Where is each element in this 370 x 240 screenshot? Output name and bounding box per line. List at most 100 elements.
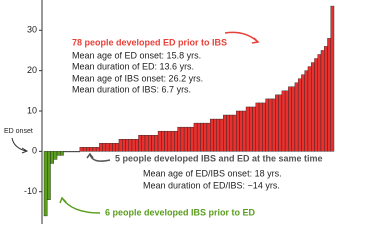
bar xyxy=(92,147,97,152)
y-tick-label: 0 xyxy=(32,146,37,156)
bar xyxy=(86,147,90,152)
y-tick-label: 10 xyxy=(27,105,37,115)
bar xyxy=(174,130,178,152)
bar xyxy=(105,143,110,152)
bar xyxy=(128,139,133,152)
bar xyxy=(200,122,204,152)
bar xyxy=(66,151,71,153)
red-arrowhead xyxy=(251,37,260,44)
bar xyxy=(108,143,113,152)
annotation-title: 78 people developed ED prior to IBS xyxy=(72,37,227,47)
bar xyxy=(320,50,325,152)
bar xyxy=(131,139,136,152)
bar xyxy=(89,147,94,152)
bar xyxy=(157,130,162,152)
bar xyxy=(330,5,335,152)
annotation-title: 5 people developed IBS and ED at the sam… xyxy=(115,153,323,163)
bar xyxy=(125,139,129,152)
annotation: Mean duration of ED: 13.6 yrs. xyxy=(72,61,194,71)
bar xyxy=(141,135,146,152)
bar xyxy=(177,126,182,152)
bar xyxy=(187,126,191,152)
arrows xyxy=(11,31,260,214)
green-arrow xyxy=(61,197,101,214)
bar xyxy=(291,86,296,152)
annotation-title: 6 people developed IBS prior to ED xyxy=(105,207,256,217)
bar xyxy=(242,110,247,152)
bar xyxy=(82,147,87,152)
bar xyxy=(56,151,61,156)
bar xyxy=(239,110,243,152)
bar xyxy=(229,114,234,152)
bar xyxy=(301,74,305,152)
bar xyxy=(151,135,155,152)
bar xyxy=(275,94,279,152)
bar xyxy=(79,147,84,152)
bar xyxy=(102,143,107,152)
bar xyxy=(245,106,250,152)
bar xyxy=(148,135,152,152)
bar xyxy=(161,130,165,152)
bar xyxy=(327,38,331,152)
gray-arrowhead xyxy=(86,152,94,159)
bar xyxy=(265,98,270,152)
bar xyxy=(43,151,48,217)
bar xyxy=(183,126,188,152)
bar xyxy=(95,147,100,152)
bar xyxy=(317,54,322,152)
bar xyxy=(288,86,292,152)
bar xyxy=(294,82,299,152)
bar xyxy=(203,122,208,152)
bar xyxy=(164,130,169,152)
bar xyxy=(76,151,81,153)
annotation: Mean duration of ED/IBS: ~14 yrs. xyxy=(143,180,280,190)
bar xyxy=(206,122,211,152)
bar xyxy=(180,126,185,152)
bar xyxy=(50,151,54,164)
annotation: Mean age of IBS onset: 26.2 yrs. xyxy=(72,73,203,83)
bar xyxy=(196,122,201,152)
bar xyxy=(118,139,123,152)
bar xyxy=(284,90,289,152)
bar xyxy=(304,70,309,152)
bar xyxy=(307,66,312,152)
bar xyxy=(115,143,120,152)
bar xyxy=(249,106,253,152)
bar xyxy=(213,118,217,152)
bar xyxy=(122,139,126,152)
bar xyxy=(255,102,260,152)
bar xyxy=(167,130,172,152)
y-tick-label: 20 xyxy=(27,65,37,75)
bar xyxy=(297,78,302,152)
bar xyxy=(60,151,64,156)
onset-arrow xyxy=(11,137,27,152)
bar xyxy=(314,58,318,152)
bar xyxy=(268,98,273,152)
bar xyxy=(144,135,149,152)
bar xyxy=(232,114,237,152)
bar xyxy=(170,130,175,152)
bar xyxy=(223,114,227,152)
bar xyxy=(190,126,195,152)
y-tick-label: -10 xyxy=(24,186,37,196)
bar xyxy=(216,118,221,152)
green-arrowhead xyxy=(59,196,67,204)
bar xyxy=(252,106,256,152)
bar xyxy=(324,46,328,152)
bar xyxy=(47,151,51,200)
annotation: Mean age of ED onset: 15.8 yrs. xyxy=(72,50,201,60)
y-tick-label: 30 xyxy=(27,25,37,35)
bar xyxy=(135,139,139,152)
bar xyxy=(310,62,315,152)
bar xyxy=(262,102,266,152)
bar xyxy=(271,98,276,152)
bar xyxy=(112,143,116,152)
plot xyxy=(43,5,335,217)
bar xyxy=(99,143,103,152)
bar xyxy=(69,151,74,153)
bar xyxy=(73,151,77,153)
bar xyxy=(258,102,263,152)
annotation: Mean duration of IBS: 6.7 yrs. xyxy=(72,84,191,94)
chart: ED onset 78 people developed ED prior to… xyxy=(4,0,335,224)
onset-arrowhead xyxy=(21,147,29,154)
